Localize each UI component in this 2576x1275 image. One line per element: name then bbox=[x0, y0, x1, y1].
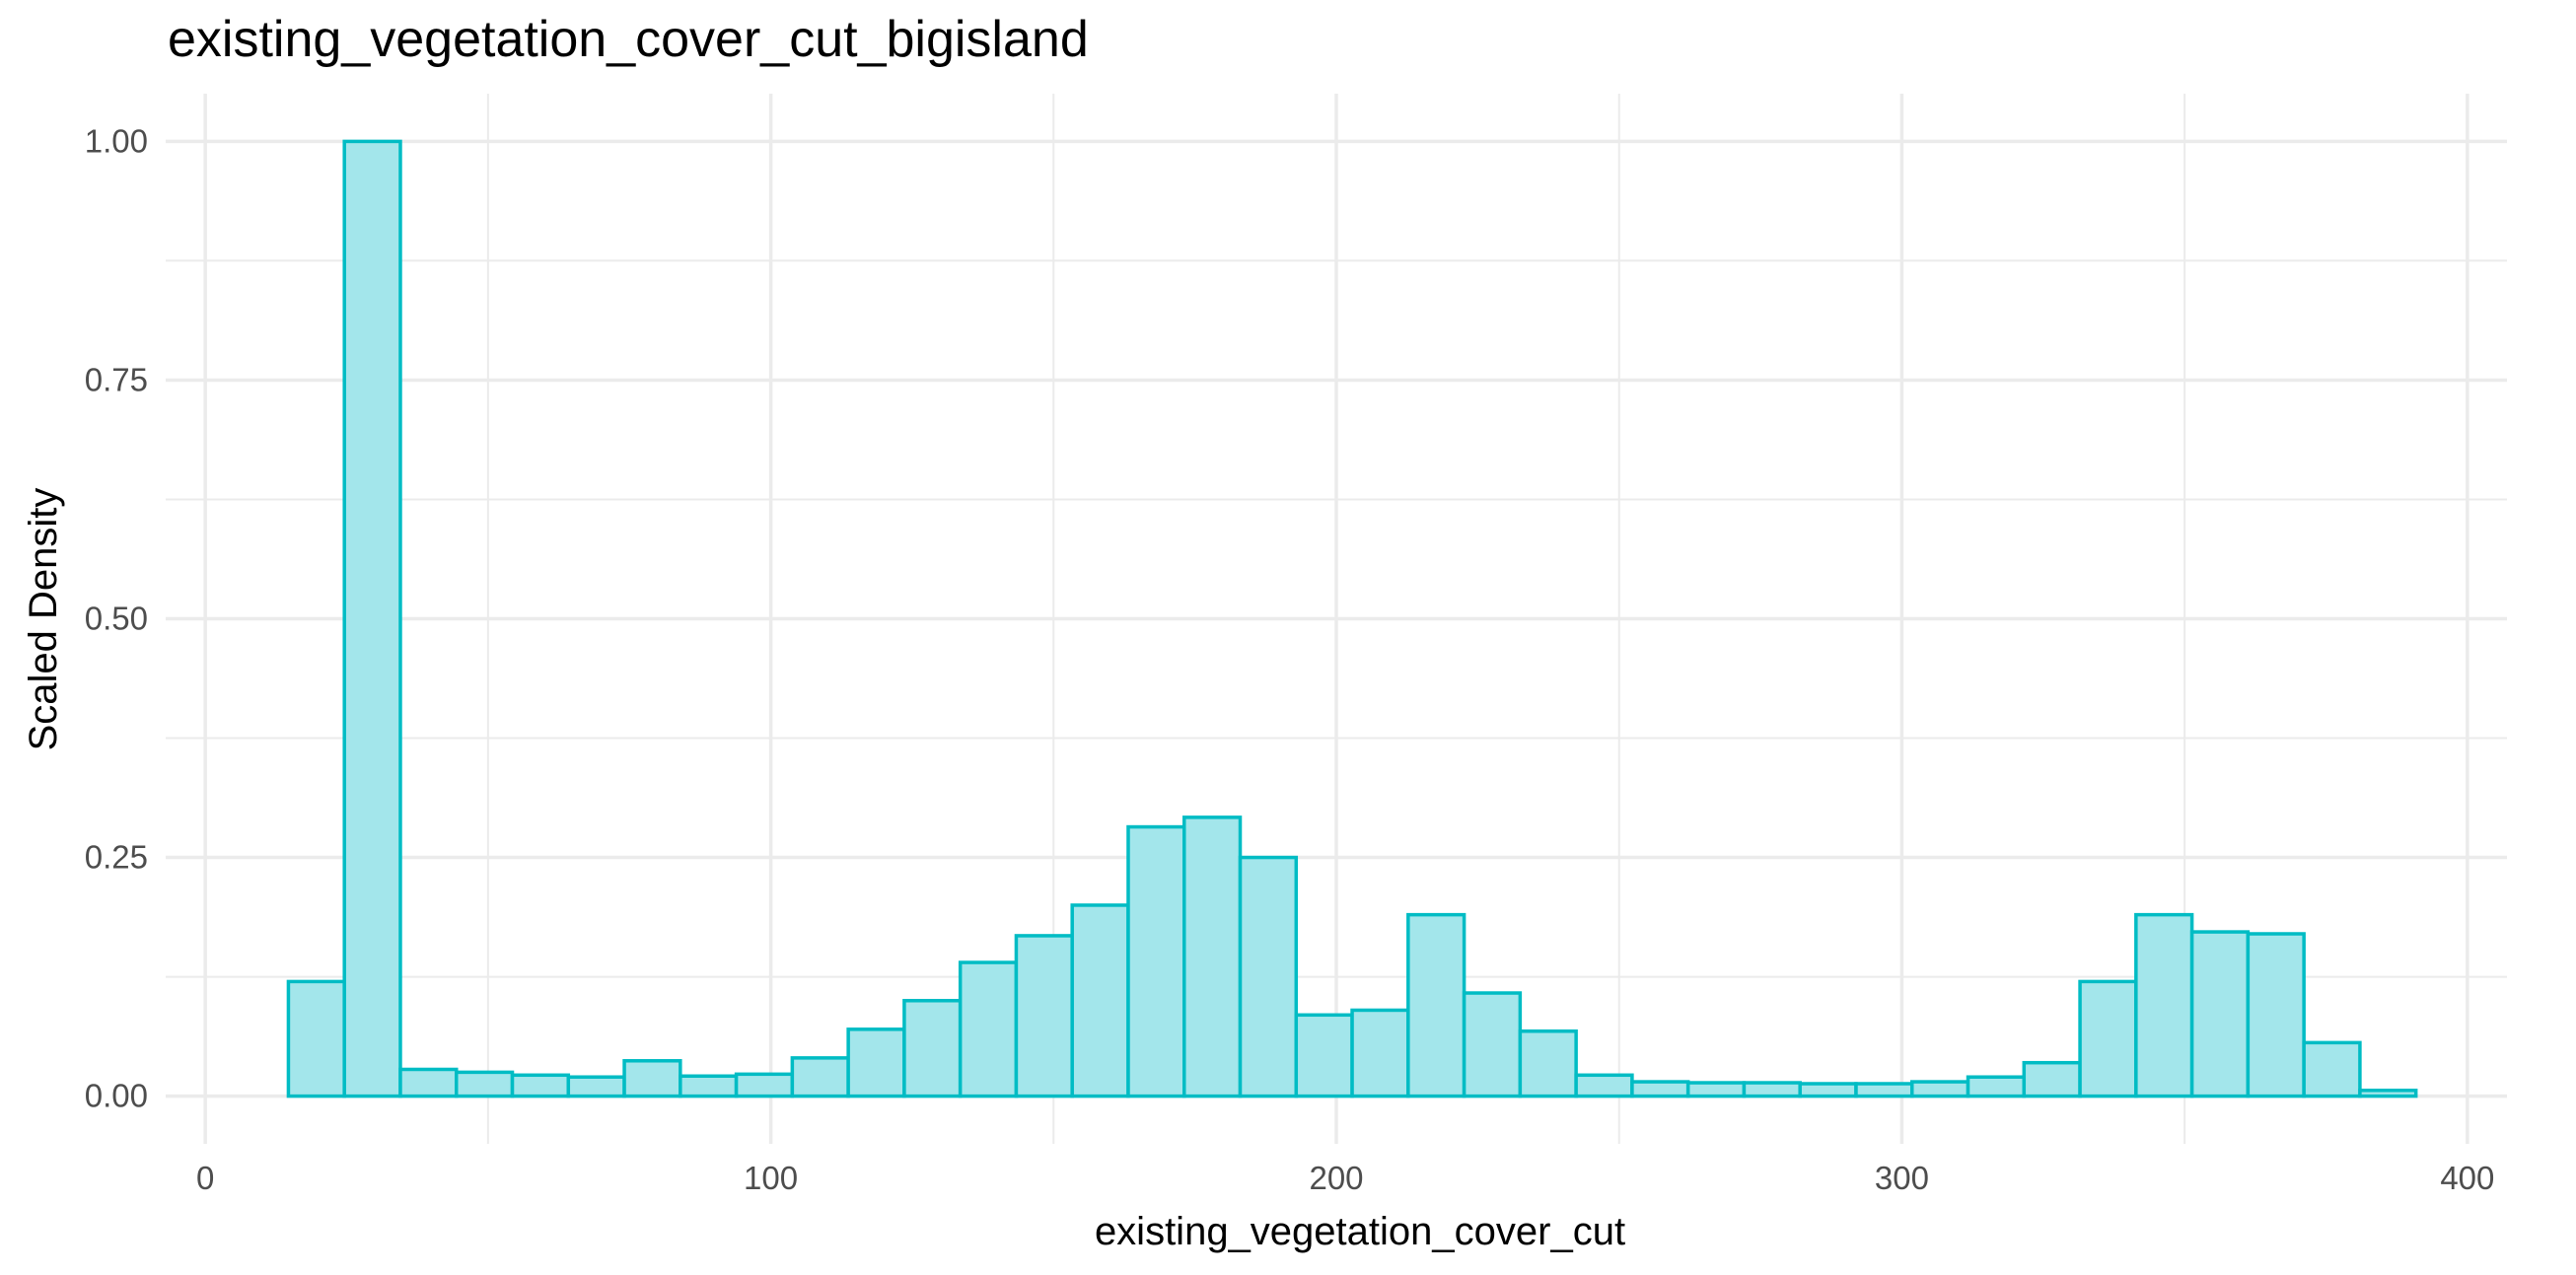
histogram-bar bbox=[342, 139, 402, 1098]
histogram-bar bbox=[734, 1072, 795, 1098]
histogram-bar bbox=[2134, 912, 2194, 1098]
histogram-bar bbox=[1630, 1080, 1690, 1098]
x-tick-label: 300 bbox=[1875, 1160, 1929, 1196]
histogram-bar bbox=[1685, 1081, 1747, 1098]
histogram-bar bbox=[2358, 1089, 2418, 1098]
histogram-bar bbox=[1742, 1081, 1802, 1098]
x-axis-tick-labels: 0 100 200 300 400 bbox=[196, 1160, 2494, 1196]
histogram-bar bbox=[846, 1027, 906, 1098]
histogram-bar bbox=[1574, 1073, 1634, 1098]
histogram-bar bbox=[1798, 1082, 1858, 1098]
y-tick-label: 0.50 bbox=[85, 601, 148, 637]
x-tick-label: 200 bbox=[1309, 1160, 1363, 1196]
chart-title: existing_vegetation_cover_cut_bigisland bbox=[168, 11, 1089, 68]
histogram-bar bbox=[958, 960, 1019, 1098]
histogram-bar bbox=[454, 1070, 515, 1098]
y-tick-label: 0.00 bbox=[85, 1078, 148, 1114]
y-tick-label: 1.00 bbox=[85, 122, 148, 159]
histogram-bar bbox=[622, 1059, 682, 1098]
histogram-bar bbox=[2302, 1040, 2362, 1098]
histogram-bar bbox=[566, 1075, 626, 1098]
histogram-bar bbox=[1014, 934, 1074, 1098]
histogram-bar bbox=[1350, 1008, 1410, 1098]
histogram-bars bbox=[286, 139, 2418, 1098]
histogram-bar bbox=[2078, 979, 2138, 1098]
histogram-bar bbox=[1518, 1029, 1578, 1098]
histogram-bar bbox=[398, 1067, 459, 1098]
histogram-bar bbox=[2022, 1060, 2082, 1098]
histogram-bar bbox=[902, 999, 963, 1098]
y-tick-label: 0.75 bbox=[85, 361, 148, 397]
histogram-bar bbox=[2246, 932, 2306, 1098]
histogram-bar bbox=[510, 1073, 571, 1098]
x-tick-label: 0 bbox=[196, 1160, 214, 1196]
histogram-bar bbox=[1126, 824, 1186, 1098]
histogram-bar bbox=[1406, 912, 1467, 1098]
histogram-bar bbox=[1910, 1080, 1970, 1098]
y-tick-label: 0.25 bbox=[85, 839, 148, 876]
histogram-bar bbox=[679, 1074, 739, 1098]
y-axis-title: Scaled Density bbox=[22, 488, 65, 751]
histogram-bar bbox=[1854, 1082, 1914, 1098]
histogram-bar bbox=[286, 979, 346, 1098]
histogram-bar bbox=[1966, 1075, 2027, 1098]
x-axis-title: existing_vegetation_cover_cut bbox=[1095, 1210, 1625, 1253]
histogram-bar bbox=[1070, 903, 1130, 1098]
y-axis-tick-labels: 0.00 0.25 0.50 0.75 1.00 bbox=[85, 122, 148, 1113]
x-tick-label: 400 bbox=[2440, 1160, 2494, 1196]
x-tick-label: 100 bbox=[744, 1160, 798, 1196]
histogram-bar bbox=[1294, 1013, 1354, 1098]
histogram-bar bbox=[1462, 991, 1523, 1098]
histogram-bar bbox=[1238, 855, 1299, 1098]
histogram-bar bbox=[2189, 930, 2251, 1098]
histogram-bar bbox=[1181, 815, 1243, 1098]
histogram-bar bbox=[790, 1056, 850, 1098]
